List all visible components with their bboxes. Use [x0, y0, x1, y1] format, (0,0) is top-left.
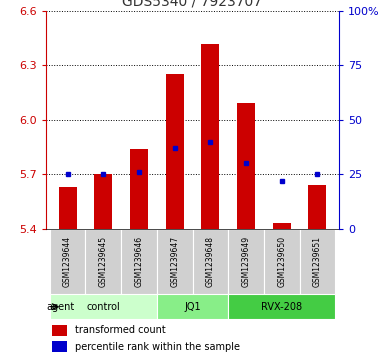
Text: GSM1239646: GSM1239646 [134, 236, 144, 287]
FancyBboxPatch shape [50, 229, 85, 294]
Bar [94, 174, 112, 229]
Bar [52, 341, 67, 352]
FancyBboxPatch shape [157, 229, 192, 294]
Bar [201, 44, 219, 229]
Bar [52, 325, 67, 336]
FancyBboxPatch shape [228, 229, 264, 294]
Text: RVX-208: RVX-208 [261, 302, 302, 312]
FancyBboxPatch shape [121, 229, 157, 294]
FancyBboxPatch shape [228, 294, 335, 319]
Text: control: control [86, 302, 120, 312]
Bar [166, 74, 184, 229]
Title: GDS5340 / 7923707: GDS5340 / 7923707 [122, 0, 263, 8]
Text: GSM1239648: GSM1239648 [206, 236, 215, 287]
FancyBboxPatch shape [85, 229, 121, 294]
Text: agent: agent [46, 302, 74, 312]
FancyBboxPatch shape [50, 294, 157, 319]
Text: percentile rank within the sample: percentile rank within the sample [75, 342, 241, 352]
Text: GSM1239645: GSM1239645 [99, 236, 108, 287]
Bar [237, 103, 255, 229]
FancyBboxPatch shape [264, 229, 300, 294]
Text: GSM1239650: GSM1239650 [277, 236, 286, 287]
Bar [130, 149, 148, 229]
Text: GSM1239644: GSM1239644 [63, 236, 72, 287]
Text: GSM1239651: GSM1239651 [313, 236, 322, 287]
Text: transformed count: transformed count [75, 325, 166, 335]
Bar [308, 185, 326, 229]
Bar [273, 223, 291, 229]
Bar [59, 187, 77, 229]
FancyBboxPatch shape [157, 294, 228, 319]
FancyBboxPatch shape [192, 229, 228, 294]
FancyBboxPatch shape [300, 229, 335, 294]
Text: JQ1: JQ1 [184, 302, 201, 312]
Text: GSM1239647: GSM1239647 [170, 236, 179, 287]
Text: GSM1239649: GSM1239649 [241, 236, 251, 287]
